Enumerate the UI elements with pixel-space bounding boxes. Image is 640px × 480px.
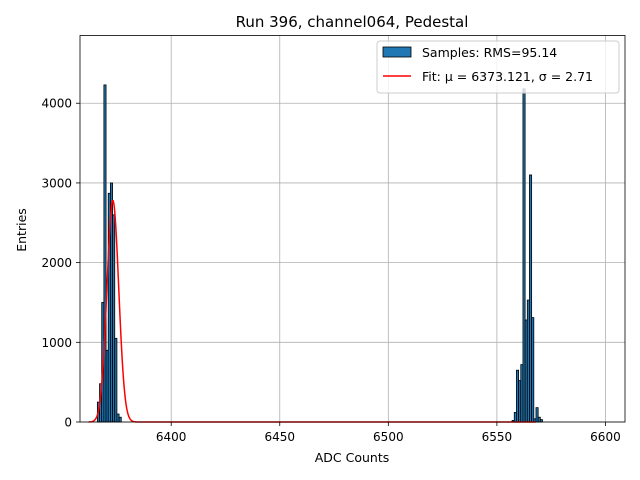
histogram-bar	[531, 317, 535, 423]
x-tick-label: 6550	[482, 430, 513, 444]
x-tick-label: 6500	[373, 430, 404, 444]
x-axis-label: ADC Counts	[315, 450, 390, 465]
legend-box	[376, 40, 620, 94]
y-tick-label: 0	[64, 416, 72, 430]
legend-samples-label: Samples: RMS=95.14	[422, 45, 557, 60]
chart-title: Run 396, channel064, Pedestal	[236, 13, 469, 31]
legend-samples-swatch	[382, 46, 412, 58]
y-tick-label: 2000	[41, 256, 72, 270]
y-tick-label: 1000	[41, 336, 72, 350]
y-tick-label: 4000	[41, 97, 72, 111]
plot-frame	[79, 35, 626, 423]
legend: Samples: RMS=95.14 Fit: μ = 6373.121, σ …	[376, 40, 620, 94]
y-tick-label: 3000	[41, 176, 72, 190]
histogram-bar	[114, 337, 118, 423]
histogram-bar	[118, 416, 122, 423]
legend-fit-label: Fit: μ = 6373.121, σ = 2.71	[422, 69, 593, 84]
y-axis-label: Entries	[14, 208, 29, 252]
x-tick-label: 6450	[264, 430, 295, 444]
y-axis-ticks: 0 1000 2000 3000 4000	[41, 97, 80, 430]
x-tick-label: 6400	[156, 430, 187, 444]
x-axis-ticks: 6400 6450 6500 6550 6600	[156, 422, 621, 444]
x-tick-label: 6600	[590, 430, 621, 444]
